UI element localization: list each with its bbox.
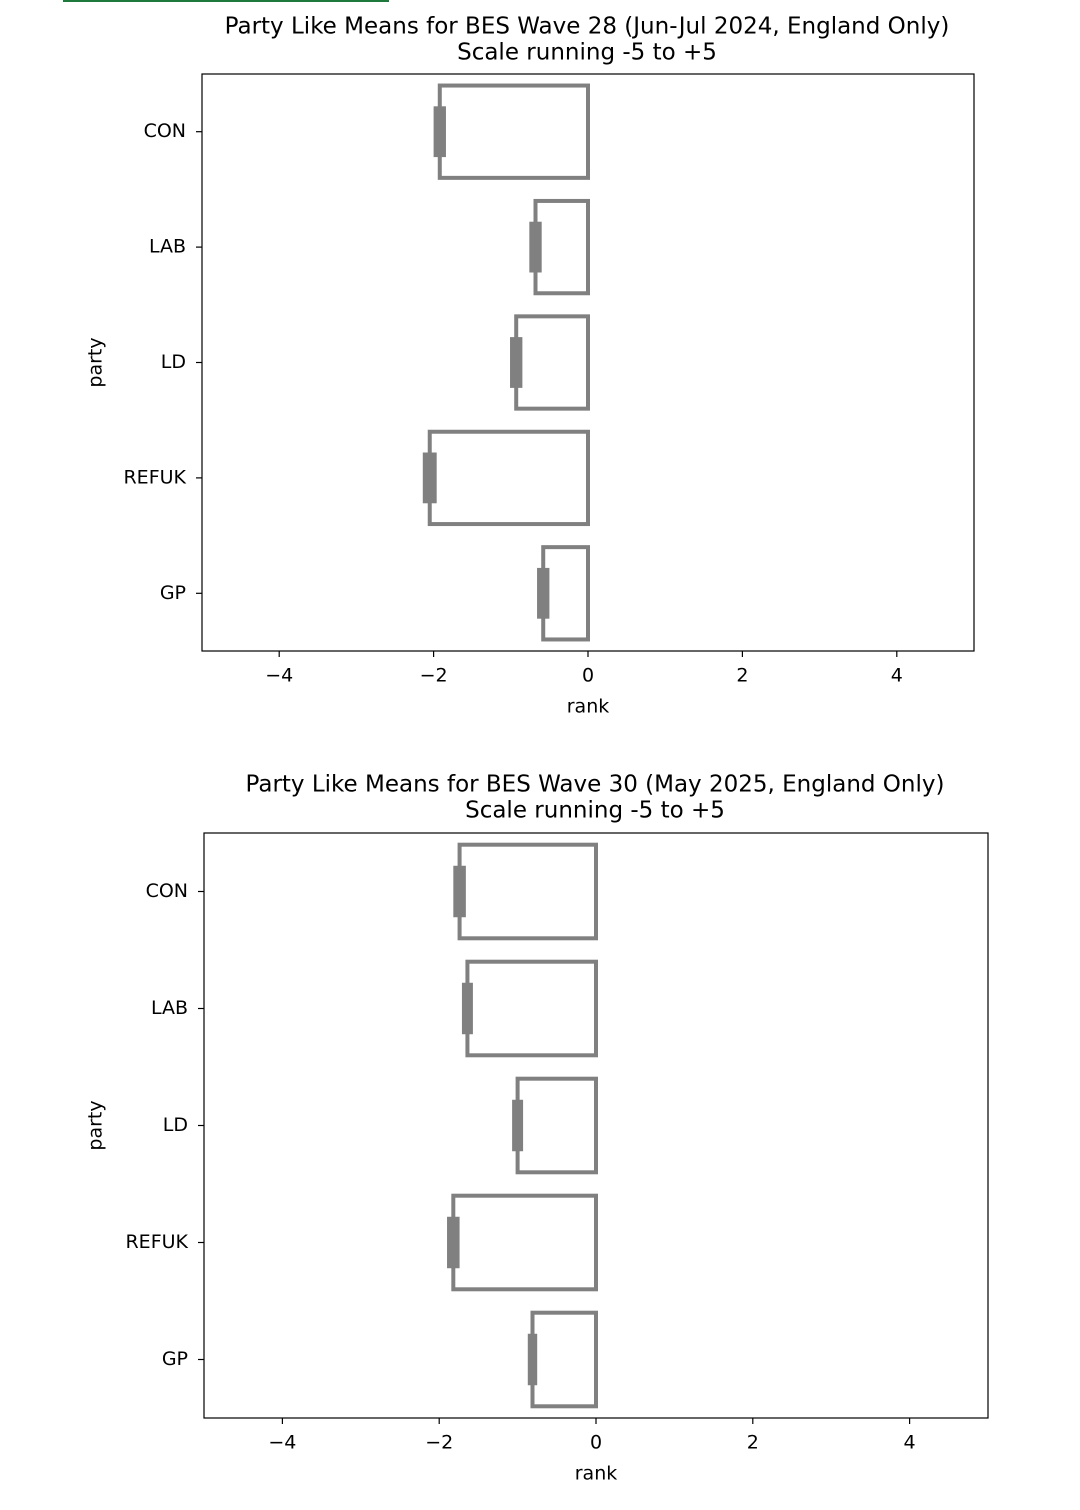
error-bar [529, 221, 542, 273]
bar [457, 842, 599, 941]
error-bar [537, 567, 550, 619]
bar [541, 545, 590, 642]
bar [437, 83, 590, 180]
x-tick-label: 2 [736, 665, 748, 687]
x-tick-label: 2 [747, 1432, 759, 1454]
error-bar [422, 452, 437, 504]
chart-subtitle: Scale running -5 to +5 [457, 40, 717, 66]
y-tick-label: LD [163, 1114, 188, 1136]
x-tick-label: 4 [904, 1432, 916, 1454]
y-tick-label: CON [146, 880, 188, 902]
error-bar [447, 1216, 460, 1269]
y-axis-label: party [85, 337, 107, 387]
error-bar [461, 982, 473, 1035]
bar [515, 1076, 598, 1175]
x-tick-label: 0 [582, 665, 594, 687]
y-tick-label: GP [160, 582, 186, 604]
chart-subtitle: Scale running -5 to +5 [465, 798, 725, 824]
chart-title: Party Like Means for BES Wave 30 (May 20… [246, 772, 945, 798]
y-tick-label: LAB [149, 236, 186, 258]
y-axis-label: party [85, 1100, 107, 1150]
top-strip [63, 0, 389, 2]
x-tick-label: −2 [420, 665, 448, 687]
x-tick-label: 0 [590, 1432, 602, 1454]
y-tick-label: LD [161, 351, 186, 373]
bar [514, 314, 590, 411]
error-bar [512, 1099, 524, 1152]
error-bar [527, 1333, 538, 1386]
y-tick-label: CON [144, 120, 186, 142]
error-bar [510, 337, 523, 388]
error-bar [433, 106, 446, 158]
x-axis-label: rank [575, 1463, 618, 1485]
chart-title: Party Like Means for BES Wave 28 (Jun-Ju… [225, 14, 950, 40]
y-tick-label: LAB [151, 997, 188, 1019]
x-tick-label: −4 [265, 665, 293, 687]
y-tick-label: GP [162, 1348, 188, 1370]
bar [530, 1310, 598, 1409]
bar [533, 198, 591, 296]
x-axis-label: rank [567, 696, 610, 718]
y-tick-label: REFUK [123, 466, 186, 488]
x-tick-label: −2 [425, 1432, 453, 1454]
x-tick-label: 4 [891, 665, 903, 687]
bar [451, 1193, 599, 1292]
bar [427, 429, 590, 527]
x-tick-label: −4 [268, 1432, 296, 1454]
bar [465, 959, 599, 1058]
y-tick-label: REFUK [125, 1231, 188, 1253]
error-bar [453, 865, 466, 918]
